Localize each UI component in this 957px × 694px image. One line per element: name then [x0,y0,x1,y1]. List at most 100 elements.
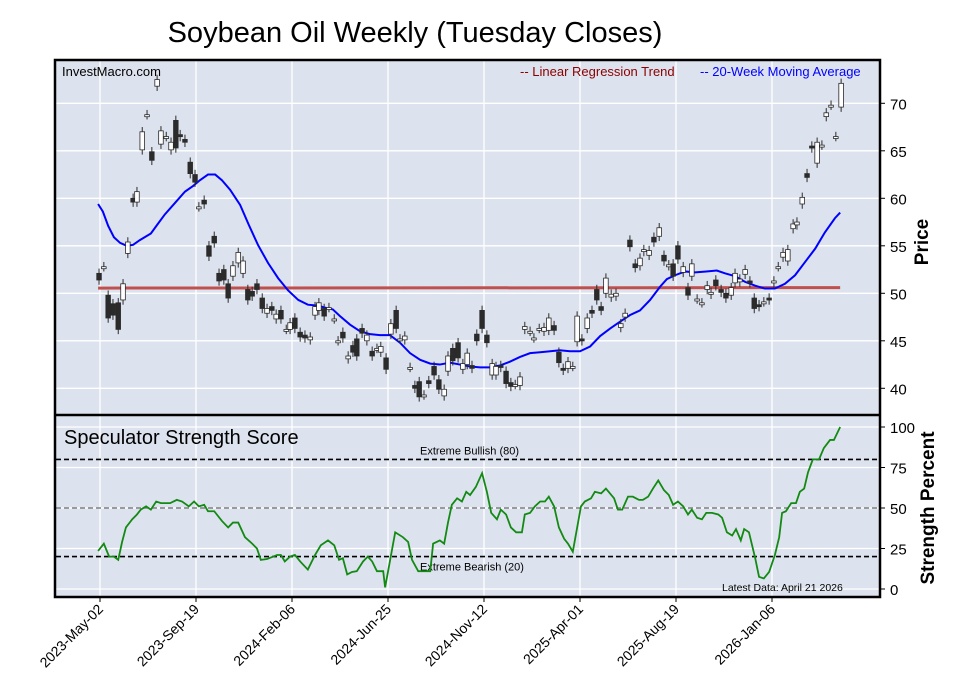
candle [326,302,332,313]
candle [551,320,557,336]
candle [479,305,485,334]
candle-body-down [713,279,719,287]
candle [393,305,399,334]
candle-body-up [637,257,643,267]
candle-body-down [503,370,509,384]
candle [799,192,805,209]
candle-body-up [771,280,777,284]
candle [503,366,509,389]
candle-body-up [541,327,547,332]
candle [321,303,327,321]
candle-body-down [173,120,179,149]
candle-body-down [369,350,375,357]
candle [484,330,490,348]
candle [206,241,212,261]
candle-body-down [96,272,102,281]
candle [565,356,571,374]
candle [694,294,700,304]
strength-tick-label: 75 [890,461,907,478]
candle [115,298,121,335]
candle-body-up [742,269,748,275]
price-tick-label: 50 [890,286,907,303]
candle [331,314,337,324]
candle [766,293,772,305]
candle-body-up [397,338,403,342]
candle-body-up [689,263,695,277]
candle [177,129,183,142]
candle [201,195,207,209]
candle [570,361,576,372]
candle-body-up [287,322,293,330]
candle [742,264,748,280]
candle [110,299,116,320]
candle [335,336,341,346]
candle-body-down [359,328,365,334]
candle [254,279,260,295]
candle [359,323,365,338]
candle-body-up [622,312,628,318]
candle [225,279,231,303]
candle-body-up [264,308,270,314]
candle [670,259,676,281]
strength-panel [56,415,879,596]
candle-body-up [460,363,466,370]
strength-axis-label: Strength Percent [918,431,939,585]
candle [756,299,762,312]
candle-body-down [651,236,657,243]
candle-body-up [240,260,246,274]
candle-body-down [269,306,275,311]
candle [819,140,825,150]
candle [388,318,394,339]
candle-body-down [756,304,762,308]
candle-body-down [225,283,231,299]
candle [651,232,657,247]
candle-body-up [316,302,322,311]
candle [297,327,303,342]
candle-body-down [115,302,121,330]
candle-body-up [144,114,150,118]
candle-body-up [307,336,313,341]
latest-data-annotation: Latest Data: April 21 2026 [722,582,843,594]
candle-body-up [283,328,289,332]
candle [637,253,643,271]
candle-body-down [216,272,222,282]
candle-body-up [570,366,576,369]
price-tick-label: 60 [890,191,907,208]
candle [723,288,729,303]
candle-body-up [761,301,767,305]
candle-body-up [273,313,279,320]
candle-body-down [751,297,757,309]
candle [240,256,246,279]
moving-average-line [97,173,841,369]
candle-body-up [522,326,528,330]
candle [196,202,202,212]
candle-body-down [431,366,437,376]
candle [584,313,590,334]
candle [259,293,265,314]
candle-body-up [790,223,796,230]
candle [101,261,107,272]
candle-body-up [799,196,805,205]
candle [761,297,767,307]
candle-body-down [484,334,490,344]
candle [149,147,155,166]
candle-body-up [326,307,332,310]
candle-body-up [823,112,829,118]
candle-body-down [560,367,566,371]
candle-body-down [211,235,217,244]
candle [416,376,422,402]
candle [522,321,528,335]
candle [579,334,585,346]
candle-body-up [421,394,427,398]
candle [316,298,322,316]
candle [125,237,131,259]
candle [158,126,164,149]
candle [785,244,791,266]
candle-body-down [245,289,251,301]
candle [230,261,236,281]
candle [120,279,126,305]
candle-body-up [732,272,738,284]
candle [187,157,193,179]
chart-marks: Extreme Bullish (80) Extreme Bearish (20) [56,74,879,588]
panel-frame [53,58,882,599]
